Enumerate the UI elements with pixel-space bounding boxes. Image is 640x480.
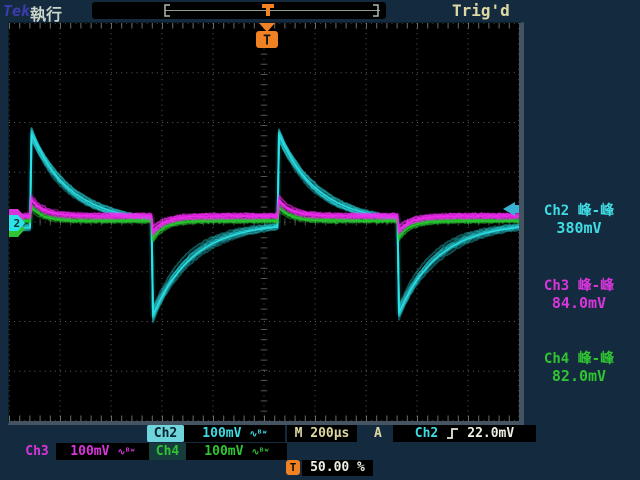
trigger-level: 22.0mV: [467, 426, 515, 441]
ch3-scale-readout: 100mV ∿ᴮʷ: [56, 443, 149, 460]
ch3-scale: 100mV: [70, 444, 110, 459]
ch2-scale: 100mV: [202, 426, 242, 441]
measurement-channel: Ch2: [543, 203, 570, 219]
measurement-value: 380mV: [556, 219, 602, 237]
acquisition-status: 執行: [30, 5, 63, 24]
trigger-position-tick-icon: [262, 4, 274, 16]
ch2-ground-marker: [9, 215, 25, 231]
measurement-value: 84.0mV: [551, 294, 607, 312]
ch4-badge: Ch4: [149, 443, 186, 460]
ch4-scale: 100mV: [204, 444, 244, 459]
measurement-label: 峰-峰: [577, 203, 615, 219]
ch2-badge: Ch2: [147, 425, 184, 442]
window-bracket-left: [164, 4, 170, 17]
svg-text:T: T: [263, 34, 271, 49]
tek-logo: Tek: [3, 2, 31, 20]
measurement-label: 峰-峰: [577, 278, 615, 294]
measurement-label: 峰-峰: [577, 351, 615, 367]
ch3-badge: Ch3: [25, 444, 49, 459]
trigger-position-flag-icon: [256, 31, 278, 48]
measurement-value: 82.0mV: [551, 367, 607, 385]
rising-edge-icon: [447, 428, 459, 439]
measurement-ch2-pkpk: Ch2 峰-峰 380mV: [519, 203, 639, 237]
measurement-ch4-pkpk: Ch4 峰-峰 82.0mV: [519, 351, 639, 385]
readout-row-1: Ch2 100mV ∿ᴮʷ M 200μs A Ch2 22.0mV: [0, 425, 640, 442]
trigger-level-arrow-icon: [503, 202, 515, 216]
trigger-position-flag-arrow-icon: [259, 23, 275, 32]
trigger-readout: Ch2 22.0mV: [393, 425, 536, 442]
readout-row-2: Ch3 100mV ∿ᴮʷ Ch4 100mV ∿ᴮʷ: [0, 443, 640, 460]
readout-row-3: T 50.00 %: [0, 460, 640, 477]
measurement-ch3-pkpk: Ch3 峰-峰 84.0mV: [519, 278, 639, 312]
ch4-coupling-bw-icon: ∿ᴮʷ: [251, 447, 269, 458]
trigger-status: Trig'd: [452, 1, 510, 20]
trigger-position-readout: 50.00 %: [302, 460, 373, 476]
trigger-position-icon: T: [286, 460, 300, 475]
ch2-ground-marker-label: 2: [14, 217, 21, 230]
ch2-scale-readout: 100mV ∿ᴮʷ: [184, 425, 285, 442]
timebase-readout: M 200μs: [287, 425, 357, 442]
trigger-source: Ch2: [414, 426, 439, 441]
measurement-channel: Ch3: [543, 278, 570, 294]
ch2-coupling-bw-icon: ∿ᴮʷ: [249, 429, 267, 440]
ch3-coupling-bw-icon: ∿ᴮʷ: [117, 447, 135, 458]
graticule-svg: 2T: [9, 23, 519, 421]
record-view-svg: [164, 4, 380, 17]
trigger-a-label: A: [374, 426, 382, 441]
measurement-channel: Ch4: [543, 351, 570, 367]
window-bracket-right: [373, 4, 379, 17]
record-view-bar: [92, 2, 386, 19]
ch4-scale-readout: 100mV ∿ᴮʷ: [186, 443, 287, 460]
